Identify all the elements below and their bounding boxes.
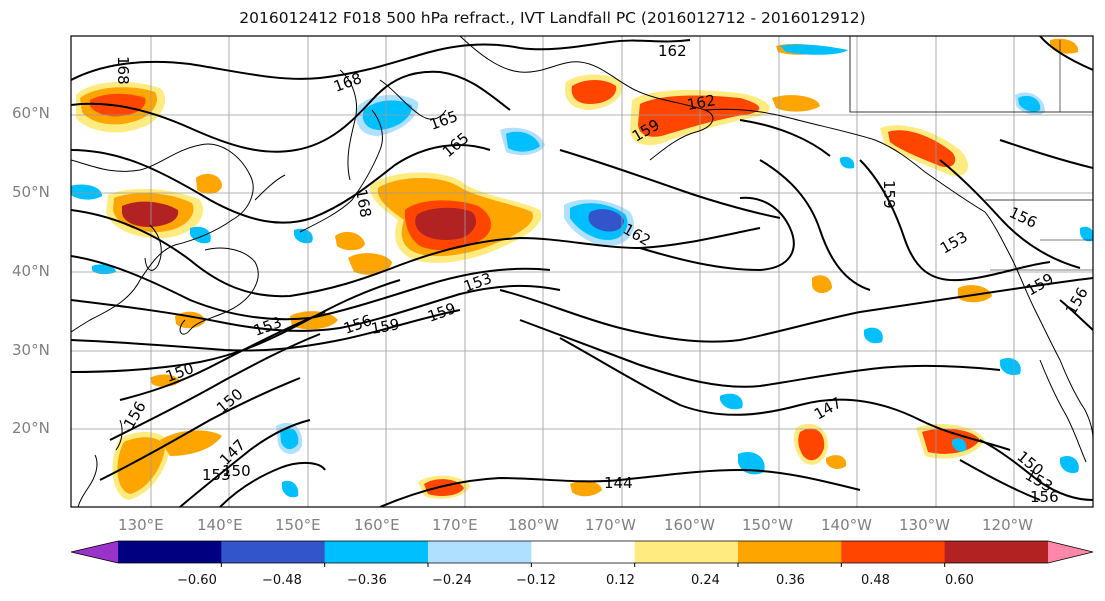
contour-label: 162 (658, 42, 687, 60)
colorbar-box (324, 541, 429, 563)
colorbar-tick-label: −0.24 (432, 573, 472, 588)
contour-label: 156 (1006, 203, 1040, 231)
lon-label: 140°E (197, 516, 243, 534)
colorbar-outline (70, 540, 1094, 564)
lon-label: 160°W (664, 516, 715, 534)
colorbar-box (118, 541, 222, 563)
contour-label: 168 (352, 188, 375, 219)
contour-label: 150 (213, 385, 247, 417)
positive-anomaly-patches (76, 38, 1079, 500)
map-title: 2016012412 F018 500 hPa refract., IVT La… (239, 9, 866, 27)
lat-label: 40°N (12, 262, 50, 280)
colorbar-box (428, 541, 532, 563)
lon-label: 140°W (821, 516, 872, 534)
contour-label: 165 (439, 129, 473, 161)
contour-label: 159 (370, 315, 401, 338)
lat-label: 20°N (12, 419, 50, 437)
colorbar-box (221, 541, 326, 563)
colorbar-tick-label: −0.36 (347, 573, 387, 588)
lon-label: 170°E (432, 516, 478, 534)
colorbar-box (531, 541, 636, 563)
colorbar (70, 540, 1094, 567)
lon-label: 130°E (118, 516, 164, 534)
contour-label: 168 (331, 69, 364, 96)
graticule (71, 36, 1093, 507)
plot-area (71, 36, 1093, 507)
contour-label: 156 (1030, 488, 1059, 506)
lon-label: 150°W (742, 516, 793, 534)
colorbar-extend-min (71, 541, 118, 563)
contour-label: 147 (811, 394, 845, 424)
colorbar-box (738, 541, 842, 563)
lon-label: 160°E (354, 516, 400, 534)
colorbar-tick-label: −0.60 (177, 573, 217, 588)
contour-label: 150 (163, 359, 196, 386)
colorbar-tick-label: −0.48 (262, 573, 302, 588)
lon-label: 120°W (982, 516, 1033, 534)
colorbar-extend-max (1048, 541, 1093, 563)
contour-label: 153 (937, 228, 971, 258)
contour-label: 159 (880, 180, 898, 209)
contour-label: 168 (114, 56, 132, 85)
colorbar-tick-label: 0.36 (776, 573, 805, 588)
coastlines (71, 36, 1093, 507)
negative-anomaly-patches (71, 44, 1093, 498)
contour-label: 156 (1062, 284, 1092, 318)
plot-frame (70, 35, 1094, 508)
colorbar-tick-label: 0.60 (945, 573, 974, 588)
contour-label: 162 (686, 91, 717, 114)
colorbar-box (634, 541, 739, 563)
colorbar-box (944, 541, 1049, 563)
lon-label: 130°W (899, 516, 950, 534)
contour-label: 153 (461, 269, 494, 296)
colorbar-box (841, 541, 946, 563)
lat-label: 30°N (12, 341, 50, 359)
contour-label: 156 (120, 398, 150, 432)
colorbar-tick-label: −0.12 (516, 573, 556, 588)
colorbar-tick-label: 0.48 (861, 573, 890, 588)
lon-label: 150°E (275, 516, 321, 534)
lon-label: 180°W (508, 516, 559, 534)
contour-label: 144 (604, 474, 633, 492)
contour-label: 150 (222, 462, 251, 480)
lon-label: 170°W (585, 516, 636, 534)
height-contours (71, 36, 1093, 507)
colorbar-tick-label: 0.24 (691, 573, 720, 588)
lat-label: 50°N (12, 183, 50, 201)
contour-label: 165 (427, 107, 460, 134)
colorbar-tick-label: 0.12 (606, 573, 635, 588)
contour-label: 153 (202, 466, 231, 484)
lat-label: 60°N (12, 104, 50, 122)
